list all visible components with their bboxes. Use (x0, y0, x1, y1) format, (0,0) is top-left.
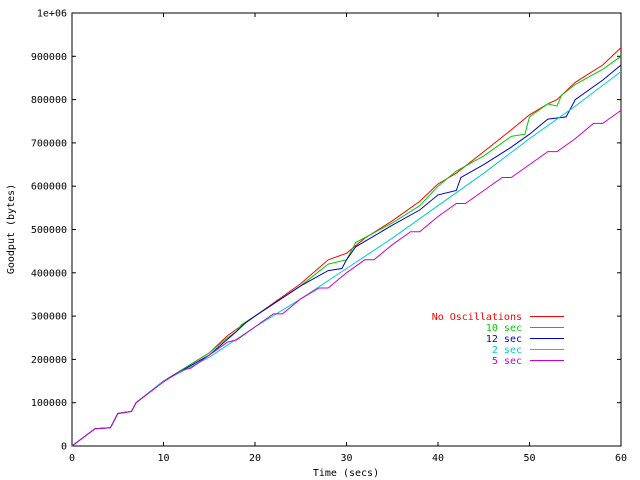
y-tick-label: 100000 (31, 398, 67, 409)
series-lines (71, 47, 622, 447)
legend-label: 12 sec (486, 334, 522, 345)
y-tick-label: 200000 (31, 355, 67, 366)
x-tick-label: 10 (157, 453, 169, 464)
y-tick-label: 400000 (31, 268, 67, 279)
x-axis-ticks: 0 10 20 30 40 50 60 (69, 13, 627, 464)
legend-label: 10 sec (486, 323, 522, 334)
x-tick-label: 30 (340, 453, 352, 464)
legend-label: No Oscillations (432, 312, 522, 323)
y-tick-label: 0 (61, 442, 67, 453)
x-axis-label: Time (secs) (313, 468, 379, 479)
y-axis-ticks: 0 100000 200000 300000 400000 500000 600000 700… (31, 9, 621, 453)
x-tick-label: 40 (432, 453, 444, 464)
y-tick-label: 300000 (31, 312, 67, 323)
x-tick-label: 50 (523, 453, 535, 464)
y-tick-label: 1e+06 (37, 9, 67, 20)
y-tick-label: 500000 (31, 225, 67, 236)
series-line-no-oscillations (71, 47, 622, 447)
x-tick-label: 60 (615, 453, 627, 464)
y-axis-label: Goodput (bytes) (6, 184, 17, 274)
x-tick-label: 0 (69, 453, 75, 464)
y-tick-label: 800000 (31, 95, 67, 106)
legend-label: 5 sec (492, 356, 522, 367)
y-tick-label: 600000 (31, 182, 67, 193)
y-tick-label: 900000 (31, 52, 67, 63)
series-line-10-sec (71, 55, 622, 447)
plot-frame (71, 12, 622, 447)
y-tick-label: 700000 (31, 138, 67, 149)
x-tick-label: 20 (249, 453, 261, 464)
series-line-5-sec (71, 109, 622, 447)
legend-label: 2 sec (492, 345, 522, 356)
